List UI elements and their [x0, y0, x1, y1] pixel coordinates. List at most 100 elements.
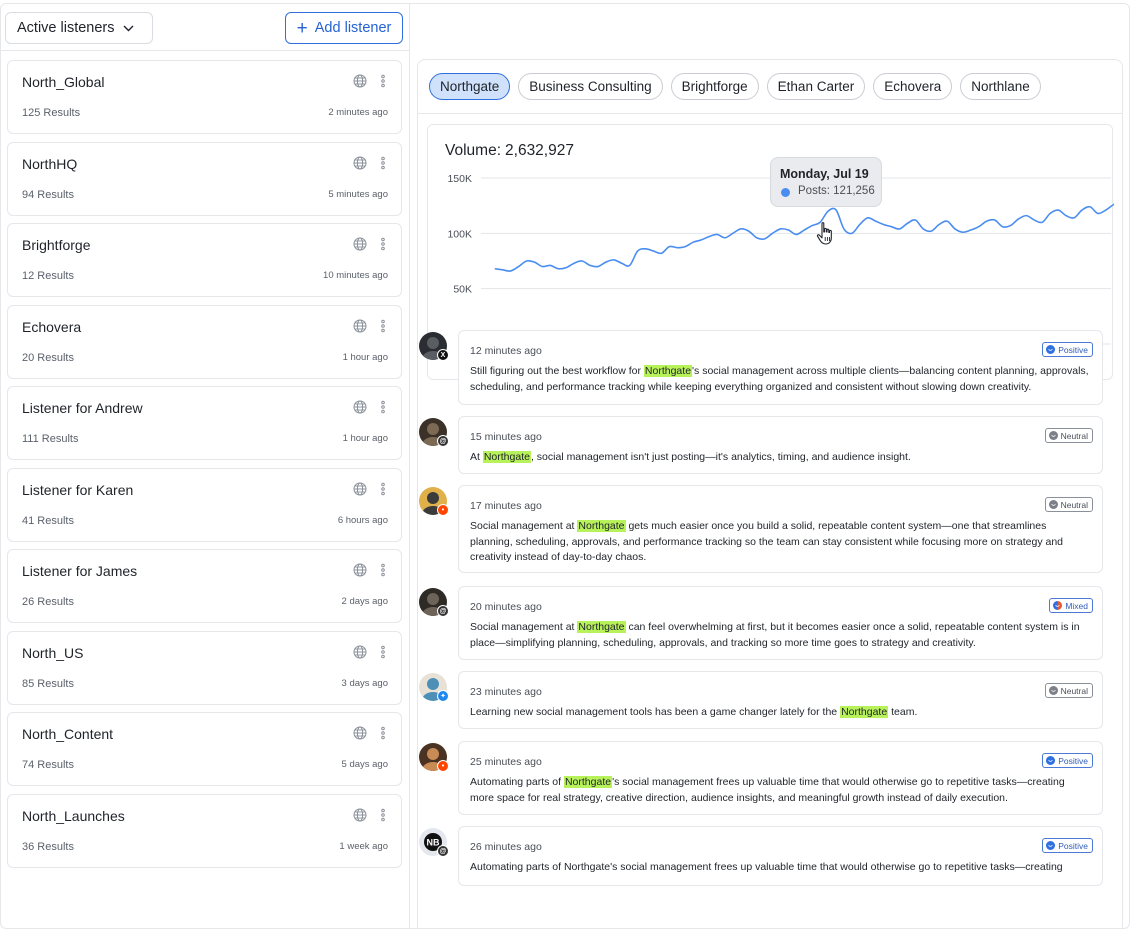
post-time: 25 minutes ago: [470, 756, 542, 768]
listener-name: North_Global: [22, 74, 105, 90]
listener-updated-time: 2 days ago: [341, 596, 388, 607]
globe-icon[interactable]: [353, 726, 367, 740]
listener-results-count: 41 Results: [22, 514, 74, 527]
post-card[interactable]: 12 minutes ago Positive Still figuring out…: [458, 330, 1103, 405]
x-icon: X: [437, 349, 449, 361]
add-listener-button[interactable]: + Add listener: [285, 12, 403, 44]
mention-post[interactable]: @15 minutes ago Neutral At Northgate, soci…: [417, 416, 1117, 474]
more-options-icon[interactable]: [380, 319, 386, 333]
post-card[interactable]: 17 minutes ago Neutral Social management a…: [458, 485, 1103, 573]
listener-results-count: 85 Results: [22, 677, 74, 690]
listener-name: Brightforge: [22, 237, 91, 253]
listener-card[interactable]: Listener for Karen 41 Results 6 hours ago: [7, 467, 402, 542]
tooltip-series-dot: [781, 188, 790, 197]
listener-name: Listener for James: [22, 563, 138, 579]
globe-icon[interactable]: [353, 74, 367, 88]
keyword-highlight: Northgate: [563, 776, 613, 788]
listener-filter-dropdown[interactable]: Active listeners: [5, 12, 153, 44]
post-text-before: Automating parts of Northgate's social m…: [470, 861, 1063, 873]
more-options-icon[interactable]: [380, 482, 386, 496]
listener-card[interactable]: Listener for James 26 Results 2 days ago: [7, 549, 402, 623]
tab-northlane[interactable]: Northlane: [960, 73, 1041, 100]
threads-icon: @: [437, 845, 449, 857]
post-text: Learning new social management tools has…: [470, 705, 1090, 721]
globe-icon[interactable]: [353, 156, 367, 170]
listener-card[interactable]: North_Global 125 Results 2 minutes ago: [7, 60, 402, 134]
listener-card[interactable]: North_Launches 36 Results 1 week ago: [7, 793, 402, 868]
listeners-pane: Active listeners + Add listener North_Gl…: [1, 4, 410, 928]
listener-card[interactable]: NorthHQ 94 Results 5 minutes ago: [7, 141, 402, 216]
more-options-icon[interactable]: [380, 74, 386, 88]
post-card[interactable]: 20 minutes ago Mixed Social management at …: [458, 586, 1103, 660]
tab-echovera[interactable]: Echovera: [873, 73, 953, 100]
listener-name: Listener for Karen: [22, 481, 134, 498]
more-options-icon[interactable]: [380, 808, 386, 822]
more-options-icon[interactable]: [380, 237, 386, 251]
post-text: Still figuring out the best workflow for…: [470, 364, 1090, 395]
post-text: Automating parts of Northgate's social m…: [470, 860, 1090, 876]
listener-card[interactable]: Echovera 20 Results 1 hour ago: [7, 304, 402, 379]
mention-post[interactable]: • 17 minutes ago Neutral Social management …: [417, 485, 1117, 573]
tooltip-value: Posts: 121,256: [798, 185, 875, 197]
mention-post[interactable]: NB @26 minutes ago Positive Automating part…: [417, 826, 1117, 886]
post-time: 15 minutes ago: [470, 431, 542, 443]
keyword-highlight: Northgate: [482, 451, 531, 463]
chart-tooltip: Monday, Jul 19 Posts: 121,256: [770, 157, 882, 207]
listener-name: NorthHQ: [22, 155, 78, 172]
keyword-highlight: Northgate: [577, 520, 626, 532]
y-tick-label: 100K: [447, 228, 472, 240]
listener-card[interactable]: North_US 85 Results 3 days ago: [7, 630, 402, 705]
sentiment-badge: Neutral: [1044, 683, 1093, 698]
listener-results-count: 26 Results: [22, 596, 74, 608]
listener-card[interactable]: Brightforge 12 Results 10 minutes ago: [7, 223, 402, 297]
listener-results-count: 125 Results: [22, 107, 81, 119]
post-text-after: , social management isn't just posting—i…: [530, 451, 911, 463]
globe-icon[interactable]: [353, 482, 367, 496]
post-card[interactable]: 26 minutes ago Positive Automating parts o…: [458, 826, 1103, 886]
more-options-icon[interactable]: [380, 563, 386, 577]
mention-post[interactable]: • 25 minutes ago Positive Automating parts …: [417, 741, 1117, 815]
keyword-highlight: Northgate: [577, 621, 626, 633]
mention-post[interactable]: ✦ 23 minutes ago Neutral Learning new socia…: [417, 671, 1117, 729]
globe-icon[interactable]: [353, 319, 367, 333]
post-text-before: Social management at: [470, 520, 578, 532]
listeners-header: Active listeners + Add listener: [1, 4, 410, 51]
listener-results-count: 20 Results: [22, 351, 74, 364]
sentiment-face-icon: [1046, 841, 1056, 850]
listener-updated-time: 2 minutes ago: [328, 107, 388, 118]
globe-icon[interactable]: [353, 400, 367, 414]
mention-post[interactable]: @20 minutes ago Mixed Social management at…: [417, 586, 1117, 660]
tab-brightforge[interactable]: Brightforge: [670, 73, 759, 100]
results-pane: Northgate Business Consulting Brightforge E…: [410, 4, 1129, 928]
post-text-before: Social management at: [470, 621, 578, 633]
more-options-icon[interactable]: [380, 645, 386, 659]
sentiment-badge: Positive: [1042, 753, 1093, 768]
svg-text:NB: NB: [427, 838, 440, 848]
globe-icon[interactable]: [353, 237, 367, 251]
post-card[interactable]: 15 minutes ago Neutral At Northgate, socia…: [458, 416, 1103, 474]
hand-cursor-icon: [814, 221, 838, 247]
globe-icon[interactable]: [353, 563, 367, 577]
keyword-highlight: Northgate: [643, 365, 693, 377]
post-card[interactable]: 25 minutes ago Positive Automating parts o…: [458, 741, 1103, 815]
listener-card[interactable]: Listener for Andrew 111 Results 1 hour ago: [7, 386, 402, 460]
globe-icon[interactable]: [353, 808, 367, 822]
sentiment-label: Neutral: [1060, 499, 1088, 510]
mention-post[interactable]: X 12 minutes ago Positive Still figuring ou…: [417, 330, 1117, 405]
more-options-icon[interactable]: [380, 726, 386, 740]
more-options-icon[interactable]: [380, 156, 386, 170]
tab-ethan-carter[interactable]: Ethan Carter: [766, 73, 866, 100]
more-options-icon[interactable]: [380, 400, 386, 414]
globe-icon[interactable]: [353, 645, 367, 659]
app-frame: Active listeners + Add listener North_Gl…: [0, 3, 1130, 929]
listener-filter-label: Active listeners: [17, 20, 115, 36]
sentiment-badge: Positive: [1042, 838, 1093, 853]
volume-series-line[interactable]: [494, 202, 1114, 272]
tab-business-consulting[interactable]: Business Consulting: [518, 73, 663, 100]
sentiment-face-icon: [1048, 431, 1058, 440]
post-time: 23 minutes ago: [470, 686, 542, 698]
tab-northgate[interactable]: Northgate: [429, 73, 511, 100]
listener-card[interactable]: North_Content 74 Results 5 days ago: [7, 712, 402, 786]
post-card[interactable]: 23 minutes ago Neutral Learning new social…: [458, 671, 1103, 729]
author-avatar[interactable]: [419, 673, 447, 701]
